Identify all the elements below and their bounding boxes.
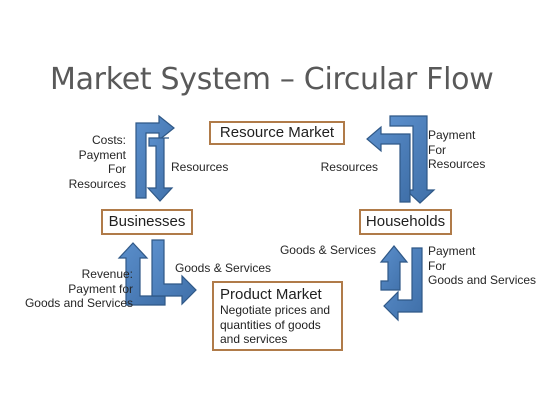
arrow-resources-to-businesses xyxy=(146,137,174,202)
arrow-costs-payment xyxy=(135,114,175,199)
arrow-revenue xyxy=(117,242,166,306)
slide-title: Market System – Circular Flow xyxy=(50,62,494,97)
arrow-payment-for-goods xyxy=(383,247,423,322)
households-box: Households xyxy=(359,209,452,235)
businesses-label: Businesses xyxy=(108,213,186,230)
businesses-box: Businesses xyxy=(101,209,193,235)
arrow-resources-from-households xyxy=(366,125,411,203)
goods-services-right-label: Goods & Services xyxy=(279,243,376,257)
resources-left-label: Resources xyxy=(171,160,229,174)
arrow-payment-for-resources xyxy=(389,115,436,204)
product-market-box: Product Market Negotiate prices and quan… xyxy=(212,281,343,351)
arrow-goods-services-in xyxy=(379,245,409,291)
resource-market-box: Resource Market xyxy=(209,121,345,145)
payment-for-resources-label: Payment For Resources xyxy=(428,128,486,171)
payment-for-goods-label: Payment For Goods and Services xyxy=(428,244,537,287)
product-market-title: Product Market xyxy=(220,286,322,303)
resources-right-label: Resources xyxy=(320,160,378,174)
costs-label: Costs: Payment For Resources xyxy=(68,133,126,191)
goods-services-left-label: Goods & Services xyxy=(175,261,272,275)
revenue-label: Revenue: Payment for Goods and Services xyxy=(24,267,133,310)
product-market-desc-line: and services xyxy=(220,332,288,346)
product-market-desc-line: quantities of goods xyxy=(220,317,321,332)
product-market-desc-line: Negotiate prices and xyxy=(220,303,331,317)
resource-market-label: Resource Market xyxy=(219,124,335,141)
households-label: Households xyxy=(365,213,446,230)
arrow-goods-services-out xyxy=(151,239,197,306)
